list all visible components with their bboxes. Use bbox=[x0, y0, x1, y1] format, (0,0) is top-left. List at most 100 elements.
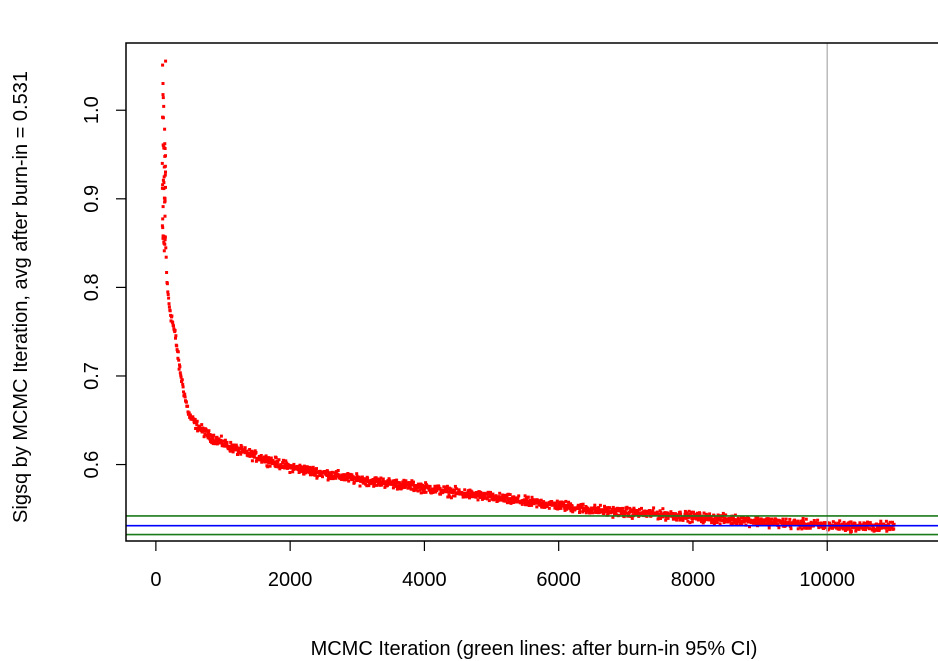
data-point bbox=[606, 506, 610, 510]
data-point bbox=[640, 506, 643, 510]
data-point bbox=[685, 511, 689, 515]
data-point bbox=[296, 465, 300, 469]
data-point bbox=[269, 458, 272, 462]
data-point bbox=[677, 515, 681, 519]
data-point bbox=[737, 518, 741, 522]
data-point bbox=[673, 512, 677, 516]
data-point bbox=[443, 486, 447, 489]
data-point bbox=[581, 502, 585, 506]
data-point bbox=[271, 458, 275, 462]
data-point bbox=[330, 470, 334, 474]
data-point bbox=[595, 508, 599, 512]
data-point bbox=[164, 255, 168, 259]
data-point bbox=[370, 480, 374, 484]
data-point bbox=[709, 516, 713, 520]
data-point bbox=[584, 509, 587, 513]
data-point bbox=[665, 515, 668, 519]
data-point bbox=[400, 486, 404, 490]
data-point bbox=[756, 515, 760, 519]
data-point bbox=[661, 515, 665, 519]
data-point bbox=[266, 465, 270, 469]
data-point bbox=[608, 506, 612, 510]
data-point bbox=[874, 528, 878, 532]
data-point bbox=[172, 324, 175, 328]
data-point bbox=[834, 522, 838, 526]
data-point bbox=[385, 484, 389, 488]
data-point bbox=[819, 521, 823, 525]
data-point bbox=[259, 455, 263, 459]
data-point bbox=[387, 478, 391, 482]
data-point bbox=[435, 488, 439, 492]
data-point bbox=[161, 183, 165, 187]
data-point bbox=[541, 505, 545, 509]
data-point bbox=[887, 522, 890, 526]
data-point bbox=[686, 519, 690, 523]
data-point bbox=[766, 520, 770, 523]
data-point bbox=[194, 427, 198, 430]
data-point bbox=[300, 465, 304, 469]
data-point bbox=[213, 442, 217, 446]
data-point bbox=[167, 302, 171, 306]
data-point bbox=[848, 528, 852, 532]
data-point bbox=[884, 526, 888, 530]
data-point bbox=[177, 358, 181, 362]
data-point bbox=[174, 334, 178, 338]
data-point bbox=[715, 520, 719, 524]
data-point bbox=[301, 466, 305, 470]
data-point bbox=[697, 516, 701, 520]
data-point bbox=[525, 498, 529, 502]
data-point bbox=[527, 504, 531, 507]
data-point bbox=[565, 507, 569, 511]
data-point bbox=[161, 234, 165, 238]
data-point bbox=[309, 470, 313, 474]
data-point bbox=[799, 522, 803, 526]
data-point bbox=[278, 467, 282, 471]
data-point bbox=[366, 476, 370, 480]
data-point bbox=[268, 464, 272, 468]
data-point bbox=[489, 490, 492, 494]
data-point bbox=[214, 438, 218, 441]
data-point bbox=[319, 472, 323, 476]
data-point bbox=[733, 513, 737, 517]
data-point bbox=[879, 519, 883, 523]
data-point bbox=[882, 522, 886, 526]
data-point bbox=[823, 521, 827, 525]
data-point bbox=[463, 491, 467, 495]
data-point bbox=[530, 503, 534, 507]
data-point bbox=[223, 438, 227, 442]
data-point bbox=[480, 495, 484, 499]
data-point bbox=[349, 475, 353, 479]
data-point bbox=[864, 522, 868, 525]
data-point bbox=[871, 525, 875, 529]
data-point bbox=[399, 484, 403, 488]
data-point bbox=[686, 513, 689, 517]
data-point bbox=[849, 520, 853, 524]
data-point bbox=[395, 478, 399, 482]
data-point bbox=[336, 469, 340, 472]
data-point bbox=[854, 529, 858, 533]
data-point bbox=[628, 506, 632, 510]
data-point bbox=[352, 480, 356, 484]
data-point bbox=[301, 469, 305, 473]
data-point bbox=[749, 518, 753, 522]
data-point bbox=[428, 484, 432, 488]
data-point bbox=[242, 448, 246, 452]
data-point bbox=[481, 497, 485, 500]
data-point bbox=[564, 499, 568, 503]
data-point bbox=[754, 522, 758, 526]
data-point bbox=[866, 520, 869, 524]
data-point bbox=[312, 472, 316, 475]
data-point bbox=[203, 432, 207, 436]
data-point bbox=[696, 518, 700, 522]
data-point bbox=[173, 328, 177, 332]
data-point bbox=[765, 522, 769, 526]
data-point bbox=[161, 217, 165, 221]
data-point bbox=[699, 518, 703, 522]
data-point bbox=[205, 429, 209, 433]
data-point bbox=[297, 471, 301, 474]
data-point bbox=[816, 518, 820, 522]
data-point bbox=[690, 510, 693, 514]
data-point bbox=[166, 290, 170, 294]
data-point bbox=[704, 512, 708, 516]
data-point bbox=[513, 500, 517, 504]
